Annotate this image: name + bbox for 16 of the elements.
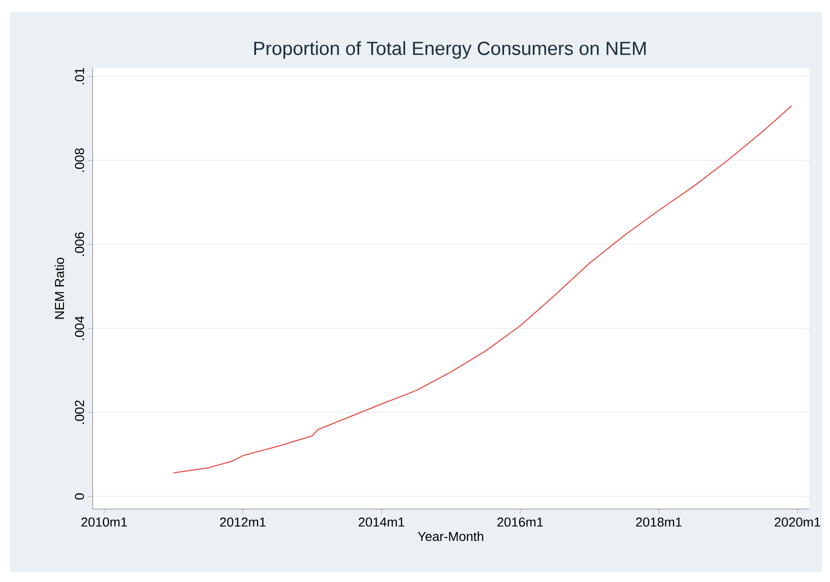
y-tick-label: .01 <box>74 68 84 84</box>
x-tick-label: 2012m1 <box>220 518 266 527</box>
y-tick-label: .004 <box>74 316 84 340</box>
x-tick-label: 2014m1 <box>358 518 404 527</box>
x-axis-title: Year-Month <box>418 532 484 542</box>
y-tick-label: .006 <box>74 232 84 256</box>
x-tick-label: 2018m1 <box>636 518 682 527</box>
x-tick-label: 2020m1 <box>774 518 820 527</box>
x-tick-label: 2016m1 <box>497 518 543 527</box>
y-tick-label: 0 <box>74 493 84 500</box>
y-tick-label: .002 <box>74 400 84 424</box>
x-tick-label: 2010m1 <box>81 518 127 527</box>
line-series <box>172 105 792 474</box>
chart-title: Proportion of Total Energy Consumers on NEM <box>254 41 646 59</box>
y-axis-title: NEM Ratio <box>54 258 64 319</box>
y-tick-label: .008 <box>74 148 84 172</box>
